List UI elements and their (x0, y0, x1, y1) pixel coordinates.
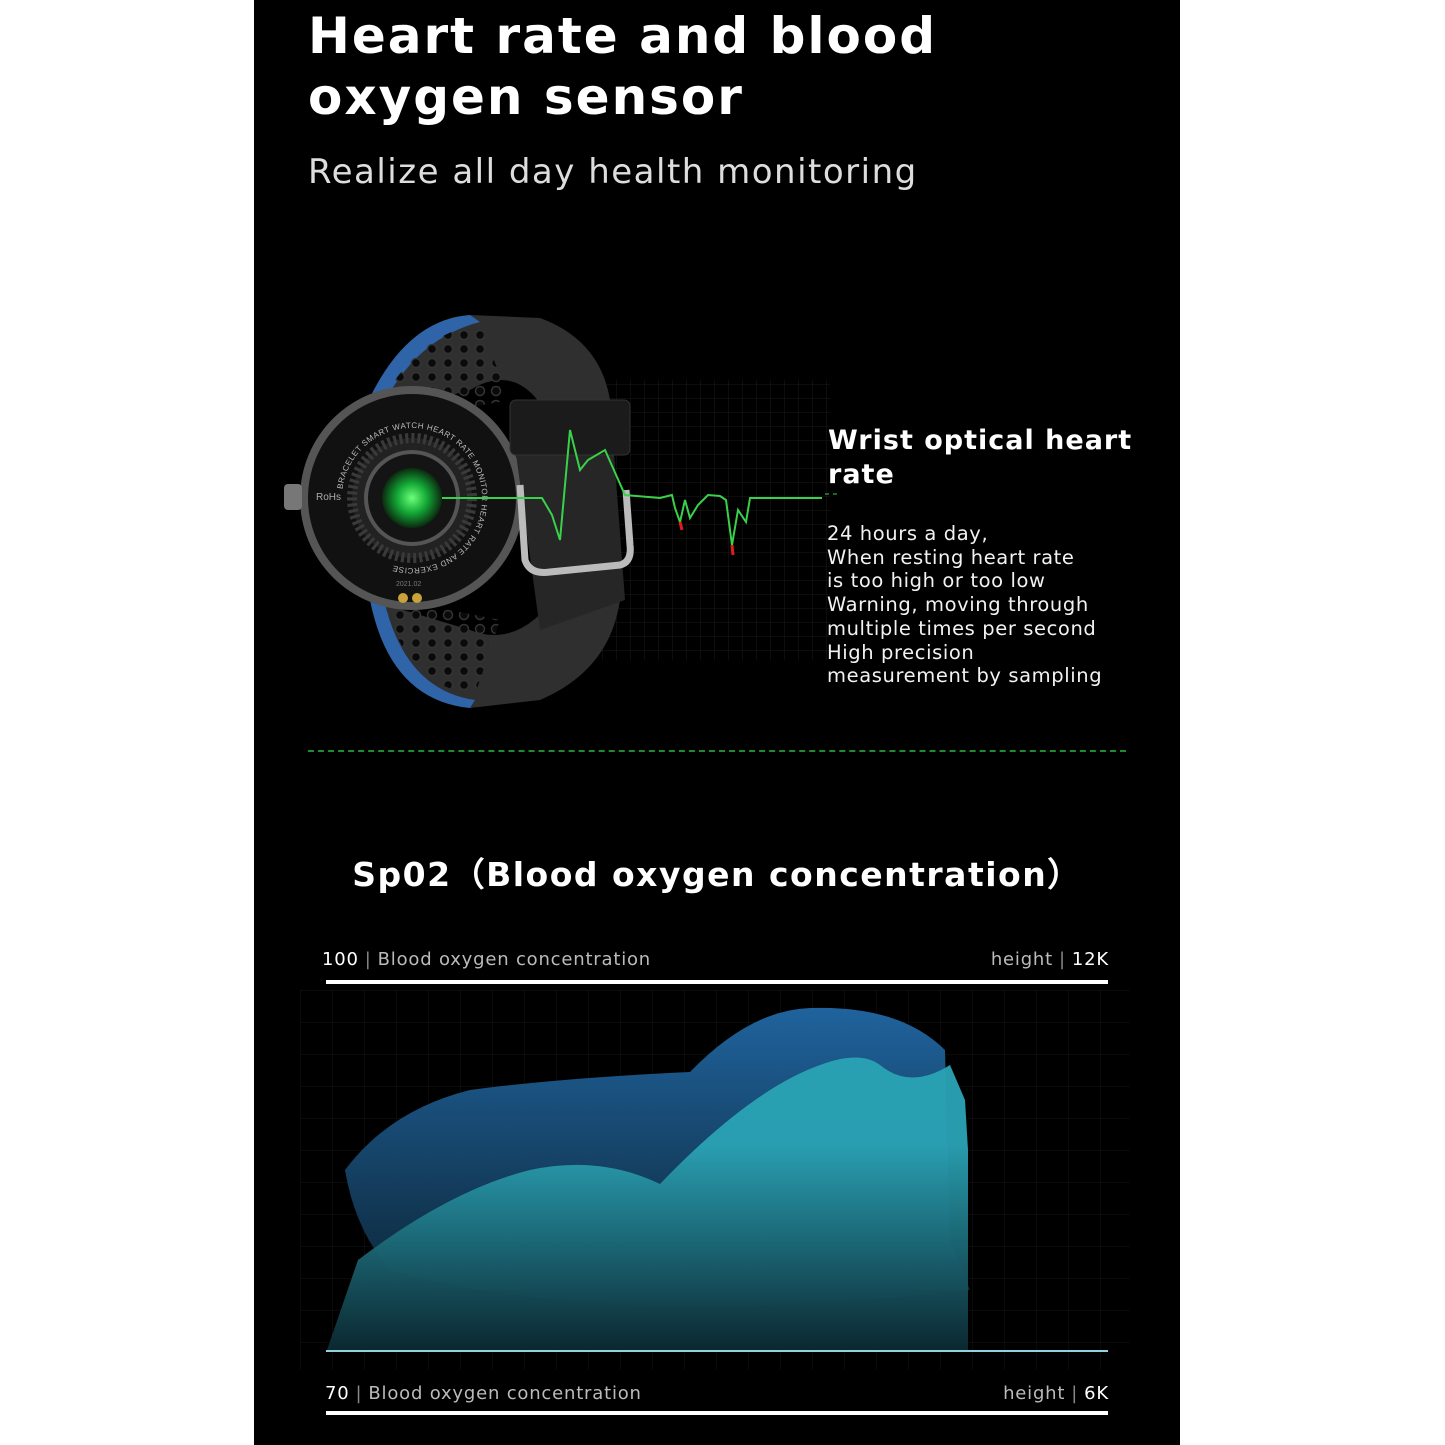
feature-line: multiple times per second (827, 616, 1097, 640)
feature-line: is too high or too low (827, 569, 1046, 593)
subtitle: Realize all day health monitoring (308, 152, 918, 192)
top-height-label: height | 12K (990, 949, 1109, 970)
feature-line: When resting heart rate (827, 545, 1075, 569)
bottom-scale-bar (326, 1411, 1108, 1415)
feature-description: 24 hours a day, When resting heart rate … (827, 522, 1102, 688)
spo2-heading: Sp02（Blood oxygen concentration） (352, 855, 1082, 894)
top-scale-bar (326, 980, 1108, 984)
top-scale-label: 100 | Blood oxygen concentration (322, 949, 652, 970)
top-scale-value: 100 (322, 949, 359, 970)
feature-line: Warning, moving through (827, 593, 1089, 617)
bottom-height-label: height | 6K (1003, 1383, 1109, 1404)
feature-line: High precision (827, 640, 975, 664)
dashed-divider (308, 750, 1126, 752)
strap-keeper (509, 399, 631, 456)
strap-holes-bottom (384, 600, 500, 695)
crown-button (284, 484, 302, 510)
bottom-scale-value: 70 (325, 1383, 350, 1404)
top-scale-text: Blood oxygen concentration (377, 949, 652, 970)
ecg-peak-marker (678, 521, 684, 531)
charging-pin (398, 593, 408, 603)
bottom-height-text: height (1003, 1383, 1066, 1404)
title-line-2: oxygen sensor (308, 68, 744, 126)
ecg-waveform (442, 429, 822, 546)
top-height-value: 12K (1071, 949, 1109, 970)
ecg-peak-marker (730, 544, 735, 556)
smartwatch-illustration: BRACELET SMART WATCH HEART RATE MONITOR … (284, 315, 840, 708)
spo2-area-illustration (300, 990, 1130, 1370)
optical-sensor-icon (382, 468, 442, 528)
bottom-scale-label: 70 | Blood oxygen concentration (325, 1383, 642, 1404)
bottom-scale-text: Blood oxygen concentration (368, 1383, 642, 1404)
charging-pin (412, 593, 422, 603)
ecg-grid (600, 380, 830, 660)
strap-buckle (516, 484, 634, 576)
page-title: Heart rate and blood oxygen sensor (308, 6, 937, 128)
rohs-mark: RoHs (316, 492, 341, 503)
date-code: 2021.02 (396, 581, 421, 588)
feature-title: Wrist optical heart rate (828, 425, 1133, 490)
feature-line: 24 hours a day, (827, 522, 989, 545)
strap-accent-bottom (370, 600, 475, 708)
title-line-1: Heart rate and blood (308, 7, 938, 65)
feature-line: measurement by sampling (827, 664, 1103, 688)
front-area (327, 1057, 968, 1350)
top-height-text: height (990, 949, 1054, 970)
bottom-height-value: 6K (1084, 1383, 1109, 1404)
